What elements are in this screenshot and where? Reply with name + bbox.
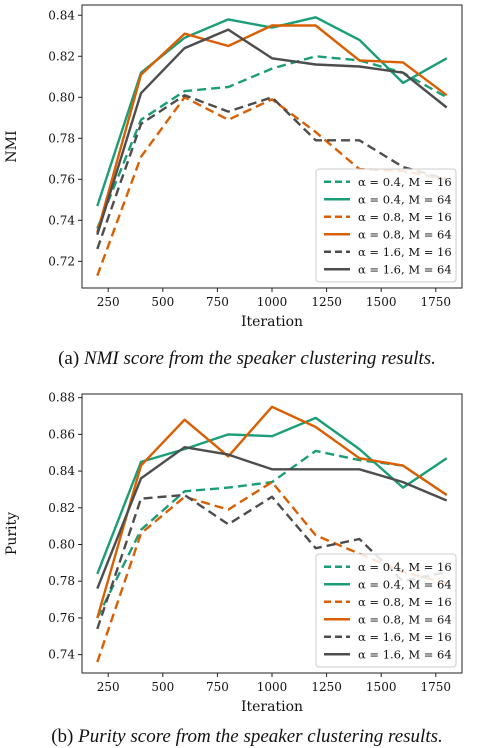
- chart-0-y-tick-label-6: 0.84: [48, 8, 75, 22]
- chart-1-y-tick-label-4: 0.82: [48, 501, 75, 515]
- chart-0-x-tick-label-6: 1750: [421, 295, 452, 309]
- chart-1-x-tick-label-3: 1000: [257, 680, 288, 694]
- chart-1-x-tick-label-5: 1500: [366, 680, 397, 694]
- chart-1-legend-label-1: α = 0.4, M = 64: [358, 577, 452, 591]
- chart-0-x-tick-label-2: 750: [206, 295, 229, 309]
- chart-0-y-tick-label-2: 0.76: [48, 172, 75, 186]
- chart-1-legend-label-2: α = 0.8, M = 16: [358, 595, 452, 609]
- chart-1-y-tick-label-2: 0.78: [48, 574, 75, 588]
- chart-0-series-line-3: [96, 24, 448, 233]
- chart-1-legend-label-0: α = 0.4, M = 16: [358, 560, 452, 574]
- chart-1-series-line-3: [96, 405, 448, 619]
- chart-0-x-axis-label: Iteration: [241, 314, 303, 330]
- chart-1-legend-label-5: α = 1.6, M = 64: [358, 647, 452, 661]
- chart-0-x-tick-label-1: 500: [151, 295, 174, 309]
- chart-0-legend: α = 0.4, M = 16 α = 0.4, M = 64 α = 0.8, M…: [315, 168, 457, 283]
- chart-1-x-axis-label: Iteration: [241, 699, 303, 715]
- chart-1-y-tick-label-3: 0.80: [48, 538, 75, 552]
- chart-1-y-tick-label-1: 0.76: [48, 611, 75, 625]
- chart-0-y-tick-label-4: 0.80: [48, 90, 75, 104]
- chart-1-y-tick-label-7: 0.88: [48, 391, 75, 405]
- chart-0-y-tick-label-3: 0.78: [48, 131, 75, 145]
- chart-0-x-tick-label-0: 250: [97, 295, 120, 309]
- caption-a: (a) NMI score from the speaker clusterin…: [0, 348, 494, 370]
- chart-1-y-axis-label: Purity: [4, 512, 20, 555]
- nmi-chart-panel: 250 500 750 1000 1250 1500 1750 0.72 0.74 0.76 0.7…: [0, 0, 494, 335]
- chart-0-x-tick-label-5: 1500: [366, 295, 397, 309]
- purity-chart: 250 500 750 1000 1250 1500 1750 0.74 0.76 0.78 0.8…: [4, 391, 463, 715]
- chart-1-y-tick-label-6: 0.86: [48, 427, 75, 441]
- nmi-chart: 250 500 750 1000 1250 1500 1750 0.72 0.74 0.76 0.7…: [4, 4, 463, 330]
- purity-chart-panel: 250 500 750 1000 1250 1500 1750 0.74 0.76 0.78 0.8…: [0, 390, 494, 720]
- chart-1-x-tick-label-1: 500: [151, 680, 174, 694]
- chart-1-x-tick-label-4: 1250: [311, 680, 342, 694]
- chart-0-y-tick-label-0: 0.72: [48, 254, 75, 268]
- chart-1-x-tick-label-6: 1750: [421, 680, 452, 694]
- chart-0-x-tick-label-3: 1000: [257, 295, 288, 309]
- chart-1-series-line-5: [96, 446, 448, 590]
- chart-1-x-tick-label-0: 250: [97, 680, 120, 694]
- chart-1-legend-label-4: α = 1.6, M = 16: [358, 630, 452, 644]
- chart-0-y-tick-label-1: 0.74: [48, 213, 75, 227]
- chart-0-legend-label-2: α = 0.8, M = 16: [358, 210, 452, 224]
- chart-0-y-tick-label-5: 0.82: [48, 49, 75, 63]
- chart-0-series-line-5: [96, 28, 448, 236]
- chart-1-legend: α = 0.4, M = 16 α = 0.4, M = 64 α = 0.8, M…: [315, 553, 457, 668]
- chart-0-x-tick-label-4: 1250: [311, 295, 342, 309]
- chart-0-legend-label-4: α = 1.6, M = 16: [358, 245, 452, 259]
- chart-1-legend-box: [315, 553, 457, 668]
- caption-b: (b) Purity score from the speaker cluste…: [0, 726, 494, 748]
- chart-0-legend-label-3: α = 0.8, M = 64: [358, 227, 452, 241]
- caption-b-label: (b): [51, 726, 79, 747]
- chart-0-y-axis-label: NMI: [4, 130, 20, 162]
- chart-0-legend-box: [315, 168, 457, 283]
- caption-a-label: (a): [58, 348, 84, 369]
- chart-1-y-tick-label-0: 0.74: [48, 648, 75, 662]
- caption-a-text: NMI score from the speaker clustering re…: [83, 348, 436, 369]
- chart-1-legend-label-3: α = 0.8, M = 64: [358, 612, 452, 626]
- chart-0-legend-label-1: α = 0.4, M = 64: [358, 192, 452, 206]
- chart-0-legend-label-0: α = 0.4, M = 16: [358, 175, 452, 189]
- caption-b-text: Purity score from the speaker clustering…: [78, 726, 443, 747]
- chart-1-y-tick-label-5: 0.84: [48, 464, 75, 478]
- chart-1-x-tick-label-2: 750: [206, 680, 229, 694]
- chart-0-legend-label-5: α = 1.6, M = 64: [358, 262, 452, 276]
- chart-1-series-line-1: [96, 416, 448, 575]
